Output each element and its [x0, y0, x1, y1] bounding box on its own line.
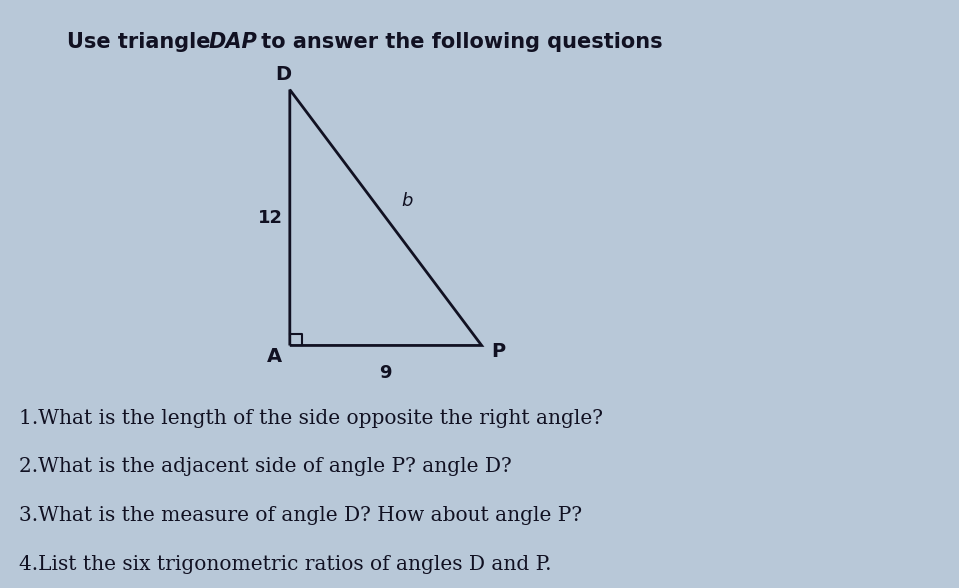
Text: 3.What is the measure of angle D? How about angle P?: 3.What is the measure of angle D? How ab…: [19, 506, 582, 525]
Text: P: P: [492, 342, 505, 362]
Text: D: D: [275, 65, 292, 84]
Text: 2.What is the adjacent side of angle P? angle D?: 2.What is the adjacent side of angle P? …: [19, 457, 512, 476]
Text: 1.What is the length of the side opposite the right angle?: 1.What is the length of the side opposit…: [19, 409, 603, 427]
Text: DAP: DAP: [209, 32, 258, 52]
Text: b: b: [402, 192, 412, 209]
Text: A: A: [268, 346, 283, 366]
Text: 12: 12: [258, 209, 283, 226]
Text: Use triangle: Use triangle: [67, 32, 218, 52]
Text: 4.List the six trigonometric ratios of angles D and P.: 4.List the six trigonometric ratios of a…: [19, 555, 551, 574]
Text: to answer the following questions: to answer the following questions: [254, 32, 663, 52]
Text: 9: 9: [380, 364, 392, 382]
